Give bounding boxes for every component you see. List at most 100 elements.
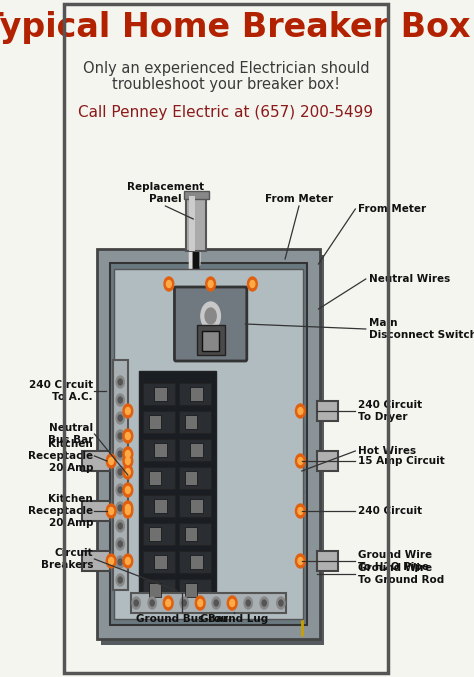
Circle shape [244,597,252,609]
Circle shape [118,487,122,493]
Circle shape [118,577,122,583]
Bar [143,523,175,545]
Bar [143,439,175,461]
Circle shape [118,505,122,511]
Circle shape [198,600,202,607]
Circle shape [164,596,173,610]
Circle shape [116,430,124,442]
Circle shape [298,458,303,464]
Circle shape [116,466,124,478]
Circle shape [123,483,133,497]
Bar [202,331,219,351]
Bar [149,415,161,429]
Bar [143,411,175,433]
Circle shape [214,600,219,606]
Text: Ground Bus Bar: Ground Bus Bar [136,614,228,624]
Bar [191,499,203,513]
Circle shape [196,597,204,609]
Text: 240 Circuit
To Dryer: 240 Circuit To Dryer [358,400,422,422]
Circle shape [126,433,130,439]
Circle shape [298,508,303,515]
Circle shape [206,277,216,291]
Circle shape [166,600,171,607]
Bar [143,551,175,573]
Circle shape [126,504,130,512]
Text: Ground Lug: Ground Lug [200,614,268,624]
Bar [183,191,209,199]
Circle shape [116,376,124,388]
Circle shape [295,554,305,568]
Circle shape [106,504,116,518]
Circle shape [166,600,170,606]
Circle shape [109,458,114,464]
Bar [149,583,161,597]
Bar [185,415,197,429]
Bar [179,383,211,405]
Text: Ground Wire
To Ground Rod: Ground Wire To Ground Rod [358,563,444,585]
Bar [114,269,303,619]
Circle shape [126,458,130,464]
Circle shape [116,448,124,460]
Circle shape [123,554,133,568]
Text: 240 Circuit
To A.C.: 240 Circuit To A.C. [29,380,93,402]
Bar [155,387,167,401]
Circle shape [109,557,114,565]
Bar [143,579,175,601]
Circle shape [134,600,138,606]
Circle shape [123,429,133,443]
Text: Hot Wires: Hot Wires [358,446,416,456]
Circle shape [116,412,124,424]
Bar [179,523,211,545]
Bar [82,551,110,571]
Bar [131,593,286,613]
Circle shape [150,600,155,606]
Bar [82,451,110,471]
Circle shape [116,520,124,532]
Circle shape [295,404,305,418]
Circle shape [250,280,255,288]
Circle shape [109,508,114,515]
Circle shape [123,447,133,461]
Bar [189,196,195,251]
Circle shape [230,600,234,606]
Circle shape [201,302,220,330]
Bar [179,467,211,489]
Text: troubleshoot your breaker box!: troubleshoot your breaker box! [112,77,340,91]
Bar [179,411,211,433]
Text: Circuit
Breakers: Circuit Breakers [41,548,93,570]
Circle shape [148,597,156,609]
Circle shape [118,397,122,403]
Circle shape [126,508,130,515]
Bar [143,383,175,405]
Bar [110,263,307,625]
Bar [191,555,203,569]
Bar [143,495,175,517]
Circle shape [123,501,133,515]
Circle shape [118,541,122,547]
Circle shape [228,597,237,609]
Text: Ground Wire
To H2O Pipe: Ground Wire To H2O Pipe [358,550,432,572]
Circle shape [298,408,303,414]
Bar [82,501,110,521]
Circle shape [116,556,124,568]
Circle shape [277,597,285,609]
Circle shape [116,502,124,514]
Circle shape [228,596,237,610]
Bar [149,527,161,541]
Circle shape [164,277,174,291]
Circle shape [298,557,303,565]
Bar [179,579,211,601]
Bar [197,325,225,355]
Circle shape [198,600,202,606]
Text: From Meter: From Meter [358,204,426,214]
Circle shape [116,538,124,550]
Bar [317,451,338,471]
Circle shape [279,600,283,606]
Circle shape [116,394,124,406]
Text: Typical Home Breaker Box: Typical Home Breaker Box [0,12,471,45]
Bar [155,443,167,457]
Bar [191,387,203,401]
Bar [143,467,175,489]
Circle shape [262,600,266,606]
Circle shape [246,600,250,606]
